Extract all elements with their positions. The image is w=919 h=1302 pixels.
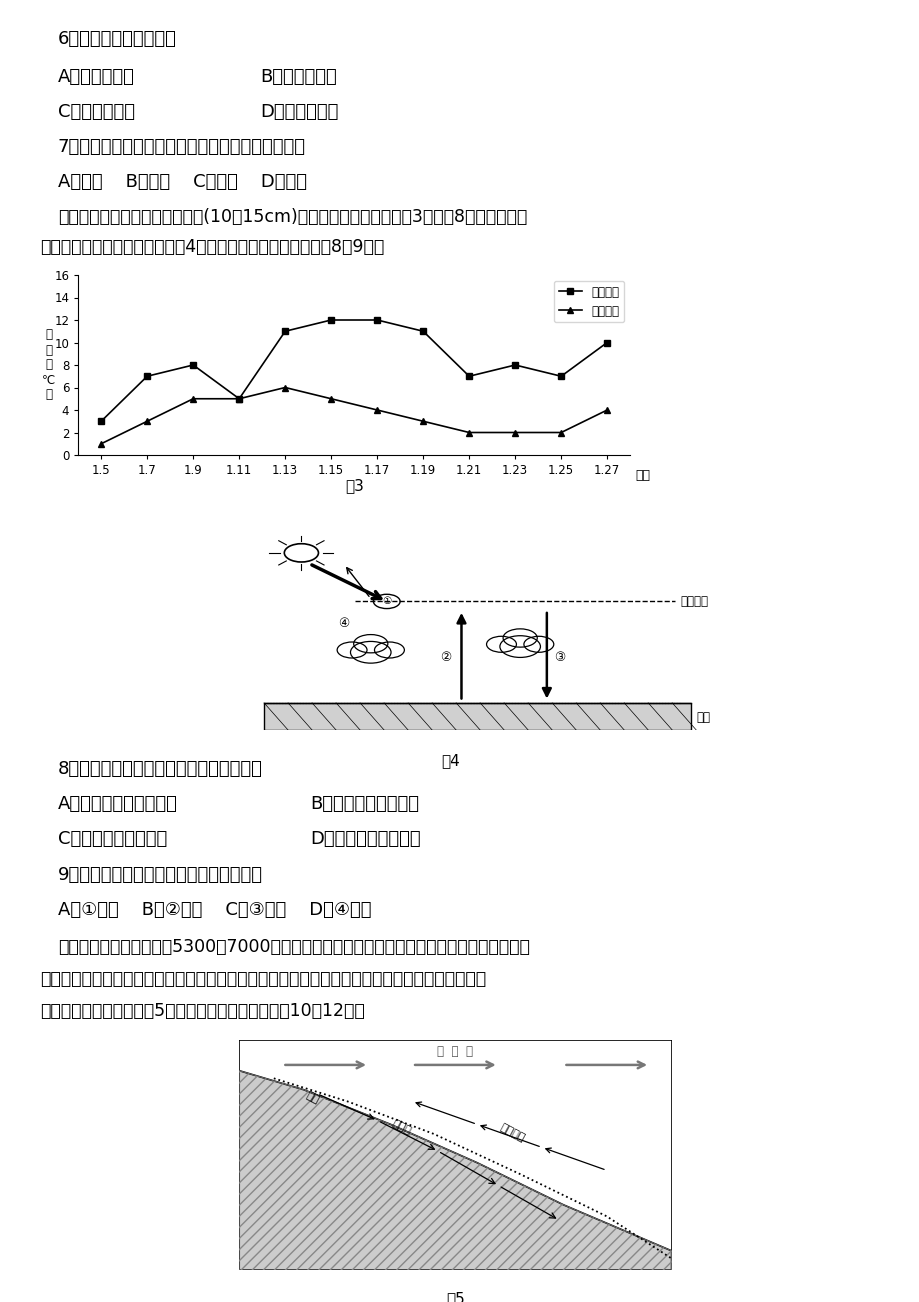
Text: 图4: 图4 bbox=[441, 754, 460, 768]
Text: A．①减小    B．②不变    C．③增大    D．④增大: A．①减小 B．②不变 C．③增大 D．④增大 bbox=[58, 901, 371, 919]
稻草覆盖 bbox=[509, 357, 520, 372]
Text: 6．屋顶分布式光伏发电: 6．屋顶分布式光伏发电 bbox=[58, 30, 176, 48]
Text: A．使茶园地表温度降低: A．使茶园地表温度降低 bbox=[58, 796, 177, 812]
稻草覆盖 bbox=[96, 414, 107, 430]
Y-axis label: 温
度
（
℃
）: 温 度 （ ℃ ） bbox=[42, 328, 55, 401]
薄膜覆盖 bbox=[463, 424, 474, 440]
薄膜覆盖 bbox=[555, 424, 566, 440]
Text: 图3: 图3 bbox=[345, 478, 363, 493]
Text: 地面: 地面 bbox=[696, 711, 709, 724]
Text: 9．该试验影响大气受热过程的主要环节是: 9．该试验影响大气受热过程的主要环节是 bbox=[58, 866, 263, 884]
Text: B．设备投资少: B．设备投资少 bbox=[260, 68, 336, 86]
Line: 薄膜覆盖: 薄膜覆盖 bbox=[98, 384, 609, 447]
稻草覆盖 bbox=[371, 312, 382, 328]
薄膜覆盖 bbox=[601, 402, 612, 418]
稻草覆盖 bbox=[325, 312, 336, 328]
稻草覆盖 bbox=[601, 335, 612, 350]
Legend: 稻草覆盖, 薄膜覆盖: 稻草覆盖, 薄膜覆盖 bbox=[553, 281, 624, 323]
Text: 于山谷中同高度的大气温度，因而该区域山谷处几乎昼夜盛行下山风，这种因冰川分布而形成的下: 于山谷中同高度的大气温度，因而该区域山谷处几乎昼夜盛行下山风，这种因冰川分布而形… bbox=[40, 970, 485, 988]
Text: 日期: 日期 bbox=[635, 470, 650, 483]
Text: 山风又被称作冰川风。图5为冰川风示意图，据此完成10～12题。: 山风又被称作冰川风。图5为冰川风示意图，据此完成10～12题。 bbox=[40, 1003, 364, 1019]
Line: 稻草覆盖: 稻草覆盖 bbox=[98, 316, 609, 424]
Text: A．土地占用多: A．土地占用多 bbox=[58, 68, 135, 86]
稻草覆盖 bbox=[142, 368, 153, 384]
Text: D．天气影响小: D．天气影响小 bbox=[260, 103, 338, 121]
Text: 表面与对应地面温差变化图，图4为大气受热示意图。据此完成8～9题。: 表面与对应地面温差变化图，图4为大气受热示意图。据此完成8～9题。 bbox=[40, 238, 384, 256]
薄膜覆盖 bbox=[509, 424, 520, 440]
Text: B．促使早春茶芽萌发: B．促使早春茶芽萌发 bbox=[310, 796, 418, 812]
Bar bbox=[264, 703, 690, 730]
薄膜覆盖 bbox=[96, 436, 107, 452]
Polygon shape bbox=[239, 1070, 671, 1269]
Text: 7．济南市屋顶分布式光伏发电量波动最大的季节是: 7．济南市屋顶分布式光伏发电量波动最大的季节是 bbox=[58, 138, 306, 156]
Text: ①: ① bbox=[381, 596, 391, 607]
稻草覆盖 bbox=[555, 368, 566, 384]
Text: C．可分散分布: C．可分散分布 bbox=[58, 103, 135, 121]
薄膜覆盖 bbox=[279, 380, 290, 396]
稻草覆盖 bbox=[417, 323, 428, 339]
薄膜覆盖 bbox=[371, 402, 382, 418]
稻草覆盖 bbox=[463, 368, 474, 384]
薄膜覆盖 bbox=[142, 414, 153, 430]
薄膜覆盖 bbox=[187, 391, 199, 406]
Text: 上层谷风: 上层谷风 bbox=[498, 1122, 527, 1143]
Text: 8．对稻草和地膜覆盖效果叙述不正确的是: 8．对稻草和地膜覆盖效果叙述不正确的是 bbox=[58, 760, 263, 779]
薄膜覆盖 bbox=[417, 414, 428, 430]
Text: 在珠穆朗玛峰北侧，海拔5300～7000米的区域主要被冰雪覆盖，日出后的冰雪表面气温仍然低: 在珠穆朗玛峰北侧，海拔5300～7000米的区域主要被冰雪覆盖，日出后的冰雪表面… bbox=[58, 937, 529, 956]
Text: ②: ② bbox=[439, 651, 450, 664]
Text: C．增加茶园地表湿度: C．增加茶园地表湿度 bbox=[58, 829, 167, 848]
Text: ③: ③ bbox=[554, 651, 565, 664]
薄膜覆盖 bbox=[325, 391, 336, 406]
薄膜覆盖 bbox=[233, 391, 244, 406]
Text: 安徽省农业大学对茶园进行稻草(10～15cm)和地膜覆盖保温试验，图3为上午8时不同覆盖物: 安徽省农业大学对茶园进行稻草(10～15cm)和地膜覆盖保温试验，图3为上午8时… bbox=[58, 208, 527, 227]
Text: D．提高茶园经济效益: D．提高茶园经济效益 bbox=[310, 829, 420, 848]
稻草覆盖 bbox=[187, 357, 199, 372]
Text: 冰川: 冰川 bbox=[303, 1090, 320, 1105]
Text: A．春季    B．夏季    C．秋季    D．冬季: A．春季 B．夏季 C．秋季 D．冬季 bbox=[58, 173, 307, 191]
Text: 大气上界: 大气上界 bbox=[679, 595, 708, 608]
稻草覆盖 bbox=[233, 391, 244, 406]
稻草覆盖 bbox=[279, 323, 290, 339]
Text: 冰川风: 冰川风 bbox=[391, 1117, 413, 1135]
Text: ④: ④ bbox=[338, 617, 349, 630]
Text: 图5: 图5 bbox=[446, 1290, 464, 1302]
Text: 梯  度  风: 梯 度 风 bbox=[437, 1046, 473, 1059]
